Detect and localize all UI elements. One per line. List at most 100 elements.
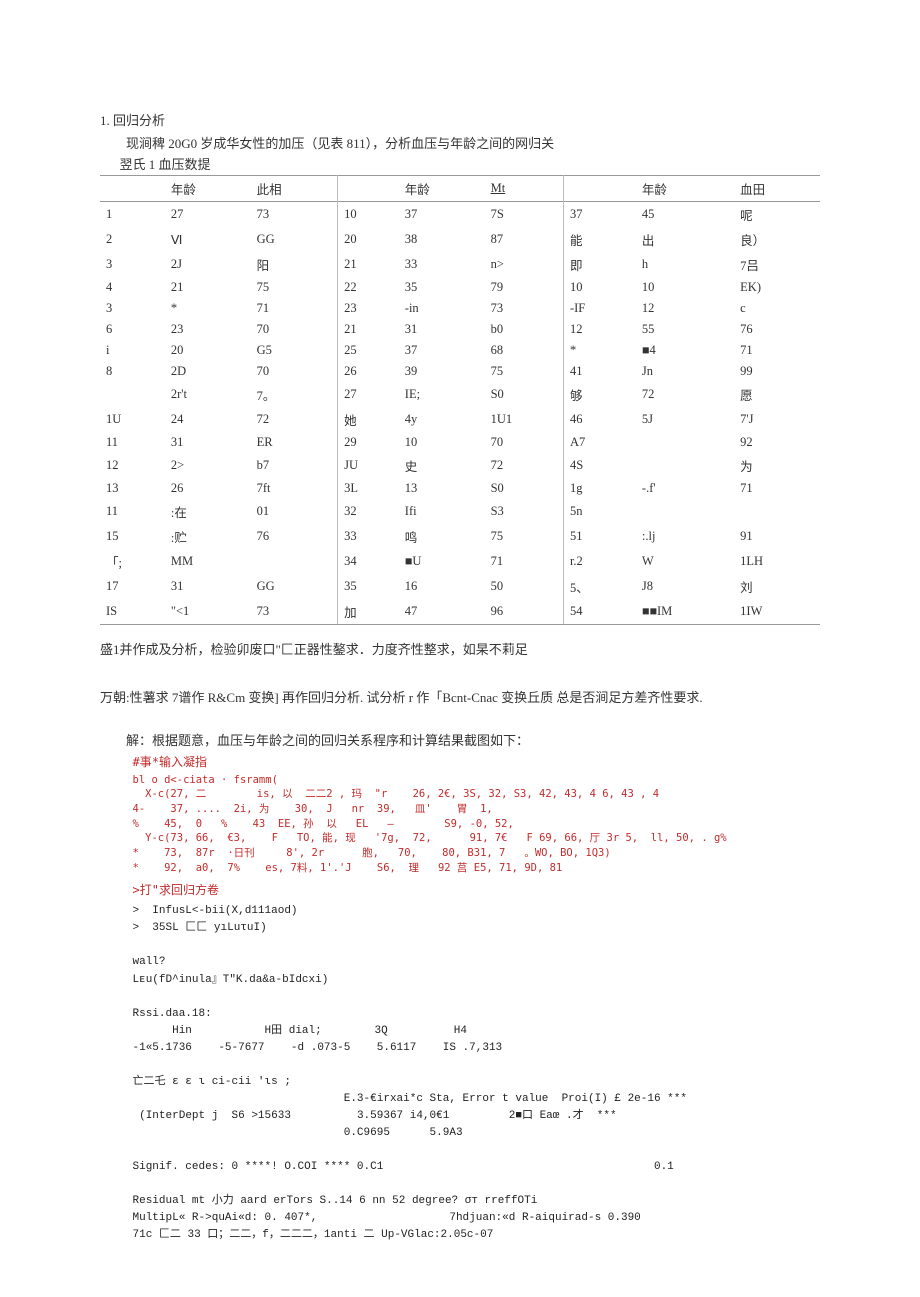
cell: 24	[165, 407, 251, 432]
cell: c	[734, 298, 820, 319]
cell: 21	[338, 319, 399, 340]
cell: 1g	[563, 478, 635, 499]
cell: 加	[338, 599, 399, 625]
cell: 50	[485, 574, 564, 599]
cell: 12	[100, 453, 165, 478]
cell: 23	[338, 298, 399, 319]
header-val-1: 此相	[251, 176, 338, 202]
cell	[734, 499, 820, 524]
cell: 75	[485, 361, 564, 382]
cell: 27	[338, 382, 399, 407]
table-row: 1U2472她4y1U1465J7'J	[100, 407, 820, 432]
cell: -IF	[563, 298, 635, 319]
table-row: 122>b7JU史724S为	[100, 453, 820, 478]
code-area: #事*输入凝指 bl o d<-ciata · fsramm( X-c(27, …	[133, 753, 821, 1245]
cell: 71	[485, 549, 564, 574]
cell: 出	[636, 227, 734, 252]
cell: S3	[485, 499, 564, 524]
cell: 31	[399, 319, 485, 340]
note-2: 万朝:性薯求 7谱作 R&Cm 变换] 再作回归分析. 试分析 r 作「Bcnt…	[100, 688, 820, 708]
cell: 4y	[399, 407, 485, 432]
cell: *	[563, 340, 635, 361]
table-row: 13267ft3L13S01g-.f'71	[100, 478, 820, 499]
cell: 1LH	[734, 549, 820, 574]
cell	[251, 549, 338, 574]
cell: 91	[734, 524, 820, 549]
table-caption: 翌氏 1 血压数提	[100, 154, 820, 173]
cell: 46	[563, 407, 635, 432]
table-row: 2ⅥGG203887能出良）	[100, 227, 820, 252]
cell: 54	[563, 599, 635, 625]
table-row: 1731GG3516505、J8刘	[100, 574, 820, 599]
cell: 7ft	[251, 478, 338, 499]
cell: G5	[251, 340, 338, 361]
cell: 32	[338, 499, 399, 524]
cell: 39	[399, 361, 485, 382]
cell: JU	[338, 453, 399, 478]
cell: :贮	[165, 524, 251, 549]
cell: 71	[251, 298, 338, 319]
cell: 7'J	[734, 407, 820, 432]
cell: ■4	[636, 340, 734, 361]
cell: 2>	[165, 453, 251, 478]
cell: 良）	[734, 227, 820, 252]
cell: 7吕	[734, 252, 820, 277]
note-1: 盛1并作成及分析，检验卯废口"匚正器性鏊求．力度齐性整求，如杲不莉足	[100, 639, 820, 658]
cell	[636, 499, 734, 524]
cell: 01	[251, 499, 338, 524]
table-row: 82D7026397541Jn99	[100, 361, 820, 382]
cell: 72	[636, 382, 734, 407]
cell: 17	[100, 574, 165, 599]
cell: 35	[338, 574, 399, 599]
cell: 鸣	[399, 524, 485, 549]
cell: 38	[399, 227, 485, 252]
cell: 29	[338, 432, 399, 453]
cell: 3	[100, 252, 165, 277]
header-age-3: 年龄	[636, 176, 734, 202]
table-header-row: 年龄 此相 年龄 Mt 年龄 血田	[100, 176, 820, 202]
cell: h	[636, 252, 734, 277]
cell: 刘	[734, 574, 820, 599]
table-row: 421752235791010EK)	[100, 277, 820, 298]
cell: "<1	[165, 599, 251, 625]
cell: J8	[636, 574, 734, 599]
cell: i	[100, 340, 165, 361]
cell: 72	[485, 453, 564, 478]
cell: 10	[399, 432, 485, 453]
table-row: i20G5253768*■471	[100, 340, 820, 361]
cell: 73	[485, 298, 564, 319]
cell: b7	[251, 453, 338, 478]
cell: 11	[100, 499, 165, 524]
cell: 31	[165, 432, 251, 453]
table-row: 15:贮7633鸣7551:.lj91	[100, 524, 820, 549]
cell: 5J	[636, 407, 734, 432]
cell: 37	[563, 202, 635, 228]
cell: b0	[485, 319, 564, 340]
cell: 21	[165, 277, 251, 298]
table-row: 1277310377S3745呢	[100, 202, 820, 228]
cell: *	[165, 298, 251, 319]
cell: 26	[165, 478, 251, 499]
data-table: 年龄 此相 年龄 Mt 年龄 血田 1277310377S3745呢2ⅥGG20…	[100, 175, 820, 625]
explain-line: 解：根据题意，血压与年龄之间的回归关系程序和计算结果截图如下：	[100, 730, 820, 749]
cell: 37	[399, 202, 485, 228]
cell: 26	[338, 361, 399, 382]
cell: 75	[485, 524, 564, 549]
cell: 2J	[165, 252, 251, 277]
cell: 能	[563, 227, 635, 252]
cell: 4S	[563, 453, 635, 478]
cell: 13	[399, 478, 485, 499]
cell: 55	[636, 319, 734, 340]
cell: S0	[485, 382, 564, 407]
cell: 33	[399, 252, 485, 277]
table-row: 623702131b0125576	[100, 319, 820, 340]
code-output: > InfusL<-bii(X,d111aod) > 35SL 匚匚 yıLuτ…	[133, 903, 821, 1244]
code-red-title: #事*输入凝指	[133, 753, 821, 771]
cell: 4	[100, 277, 165, 298]
cell: 22	[338, 277, 399, 298]
cell: :在	[165, 499, 251, 524]
cell: -.f'	[636, 478, 734, 499]
cell: 87	[485, 227, 564, 252]
cell: 27	[165, 202, 251, 228]
cell: IS	[100, 599, 165, 625]
